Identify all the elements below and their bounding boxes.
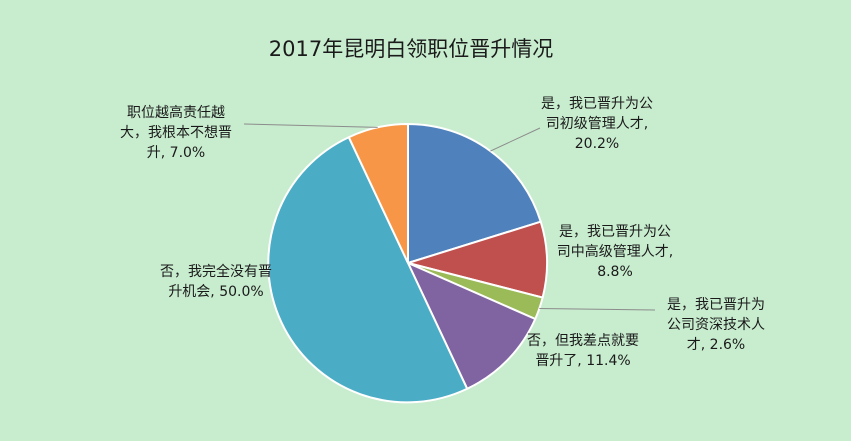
data-label-1: 是，我已晋升为公司初级管理人才, 20.2% [541,96,653,152]
data-label-line: 司初级管理人才, [546,115,648,132]
data-label-line: 否，但我差点就要 [527,333,639,349]
data-label-2: 是，我已晋升为公司中高级管理人才, 8.8% [557,224,673,280]
data-label-line: 职位越高责任越 [127,104,225,121]
data-label-line: 升机会, 50.0% [168,284,263,300]
data-label-line: 晋升了, 11.4% [535,353,630,369]
data-label-line: 8.8% [597,264,633,280]
data-labels: 是，我已晋升为公司初级管理人才, 20.2%是，我已晋升为公司中高级管理人才, 8.… [120,96,765,369]
data-label-4: 否，但我差点就要晋升了, 11.4% [527,333,639,369]
chart-title: 2017年昆明白领职位晋升情况 [269,37,553,61]
pie-slice-4 [405,261,537,391]
data-label-line: 否，我完全没有晋 [160,263,272,280]
data-label-line: 才, 2.6% [687,337,745,353]
data-label-3: 是，我已晋升为公司资深技术人才, 2.6% [667,297,765,353]
pie-slice-1 [407,122,542,265]
data-label-line: 大，我根本不想晋 [120,125,232,141]
leader-lines [243,123,656,311]
data-label-line: 司中高级管理人才, [557,243,673,260]
data-label-line: 是，我已晋升为公 [559,224,671,240]
data-label-line: 升, 7.0% [147,145,205,161]
data-label-line: 是，我已晋升为公 [541,96,653,112]
data-label-line: 是，我已晋升为 [667,297,765,313]
data-label-6: 职位越高责任越大，我根本不想晋升, 7.0% [120,104,232,161]
leader-line-6 [243,123,378,128]
leader-line-3 [539,307,656,311]
pie-slice-6 [347,122,409,264]
leader-line-1 [490,127,541,152]
data-label-line: 20.2% [575,136,619,152]
data-label-line: 公司资深技术人 [667,317,765,333]
pie-slices [267,122,548,404]
data-label-5: 否，我完全没有晋升机会, 50.0% [160,263,272,300]
pie-slice-5 [267,135,469,404]
